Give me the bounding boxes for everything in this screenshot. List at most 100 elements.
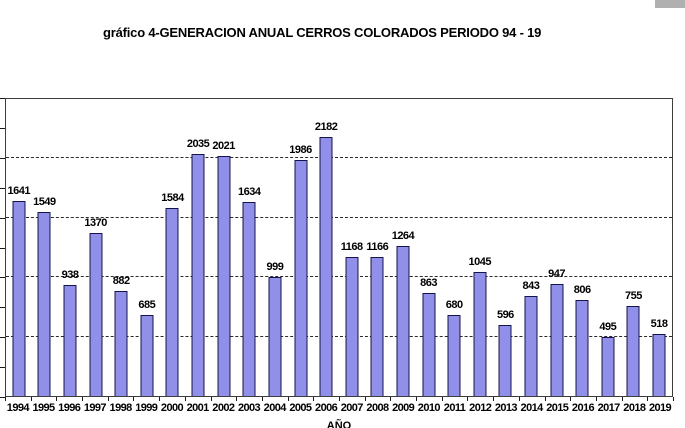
x-tick-mark	[261, 397, 263, 401]
x-axis-ticks	[5, 397, 674, 401]
x-axis-label: 2019	[648, 402, 672, 414]
y-tick-mark	[0, 247, 5, 249]
x-tick-mark	[5, 397, 6, 401]
bar-cell: 1166	[365, 99, 391, 396]
x-tick-mark	[570, 397, 572, 401]
bar-cell: 1641	[6, 99, 32, 396]
y-tick-mark	[0, 187, 5, 189]
bar-2016	[575, 300, 589, 396]
bars-row: 1641 1549 938 1370 882 685 1584 2035 2021 1634 999…	[6, 99, 672, 396]
bar-cell: 863	[416, 99, 442, 396]
bar-value-label: 1641	[7, 185, 31, 198]
y-tick-mark	[0, 337, 5, 339]
bar-cell: 755	[621, 99, 647, 396]
bar-value-label: 2182	[314, 120, 338, 133]
bar-cell: 1264	[390, 99, 416, 396]
bar-cell: 1168	[339, 99, 365, 396]
x-tick-mark	[82, 397, 84, 401]
x-axis-label: 2012	[469, 402, 492, 414]
bar-2018	[626, 306, 640, 396]
bar-value-label: 1549	[33, 195, 56, 208]
bar-2019	[652, 334, 666, 396]
bar-2013	[498, 325, 512, 396]
bar-2004	[268, 277, 282, 396]
bar-1995	[37, 211, 51, 396]
x-axis-label: 2011	[443, 402, 466, 414]
bar-value-label: 1634	[238, 185, 261, 198]
x-axis-label: 2018	[623, 402, 646, 414]
bar-2017	[601, 337, 615, 396]
bar-value-label: 680	[445, 299, 463, 312]
bar-value-label: 1166	[366, 241, 389, 254]
bar-value-label: 495	[599, 321, 617, 334]
bar-cell: 882	[108, 99, 134, 396]
x-axis-label: 2009	[392, 402, 415, 414]
x-tick-mark	[236, 397, 238, 401]
x-tick-mark	[467, 397, 469, 401]
y-tick-mark	[0, 307, 5, 309]
bar-value-label: 863	[420, 277, 437, 290]
x-axis-label: 1997	[83, 402, 107, 414]
y-tick-mark	[0, 367, 5, 369]
bar-value-label: 882	[112, 275, 130, 288]
x-tick-mark	[518, 397, 520, 401]
bar-2011	[447, 315, 461, 396]
bar-2001	[191, 154, 205, 396]
x-tick-mark	[621, 397, 623, 401]
bar-value-label: 843	[522, 279, 540, 292]
bar-cell: 518	[646, 99, 672, 396]
x-tick-mark	[673, 397, 674, 401]
x-axis-label: 2013	[494, 402, 518, 414]
bar-2009	[396, 245, 410, 396]
gridline	[6, 335, 672, 337]
bar-value-label: 2035	[186, 138, 210, 151]
bar-value-label: 938	[61, 268, 79, 281]
bar-cell: 806	[569, 99, 595, 396]
x-tick-mark	[390, 397, 392, 401]
x-axis-label: 2003	[237, 402, 261, 414]
x-axis-label: 1995	[32, 402, 55, 414]
x-axis-label: 2014	[520, 402, 544, 414]
bar-2008	[370, 257, 384, 396]
x-axis-label: 2015	[546, 402, 569, 414]
bar-2000	[165, 207, 179, 396]
x-axis-label: 2000	[160, 402, 184, 414]
x-axis-title: AÑO	[326, 420, 352, 428]
x-axis-label: 2007	[340, 402, 364, 414]
bar-cell: 1584	[160, 99, 186, 396]
x-tick-mark	[544, 397, 546, 401]
x-tick-mark	[313, 397, 315, 401]
x-tick-mark	[339, 397, 340, 401]
bar-value-label: 596	[496, 309, 514, 322]
bar-cell: 2182	[313, 99, 339, 396]
bar-value-label: 1986	[289, 144, 312, 157]
x-tick-mark	[287, 397, 289, 401]
bar-cell: 1634	[236, 99, 262, 396]
x-tick-mark	[493, 397, 495, 401]
y-tick-mark	[0, 98, 5, 99]
bar-2014	[524, 295, 538, 396]
bar-1999	[140, 314, 154, 396]
bar-cell: 1370	[83, 99, 109, 396]
x-tick-mark	[184, 397, 186, 401]
bar-2012	[473, 271, 487, 396]
bar-value-label: 518	[650, 318, 668, 331]
bar-cell: 1549	[32, 99, 58, 396]
bar-cell: 596	[493, 99, 519, 396]
y-tick-mark	[0, 127, 5, 129]
bar-value-label: 806	[573, 284, 591, 297]
bar-cell: 2021	[211, 99, 237, 396]
bar-cell: 938	[57, 99, 83, 396]
bar-2006	[319, 136, 333, 396]
bar-2015	[550, 283, 564, 396]
y-tick-mark	[0, 157, 5, 159]
bar-1996	[63, 284, 77, 396]
x-axis-label: 2010	[417, 402, 441, 414]
y-axis-ticks	[0, 98, 5, 398]
bar-value-label: 685	[138, 298, 156, 311]
gridline	[6, 157, 672, 159]
x-axis-labels: 1994 1995 1996 1997 1998 1999 2000 2001 2002 2003…	[5, 402, 673, 414]
x-tick-mark	[595, 397, 597, 401]
bar-cell: 2035	[185, 99, 211, 396]
y-tick-mark	[0, 217, 5, 219]
